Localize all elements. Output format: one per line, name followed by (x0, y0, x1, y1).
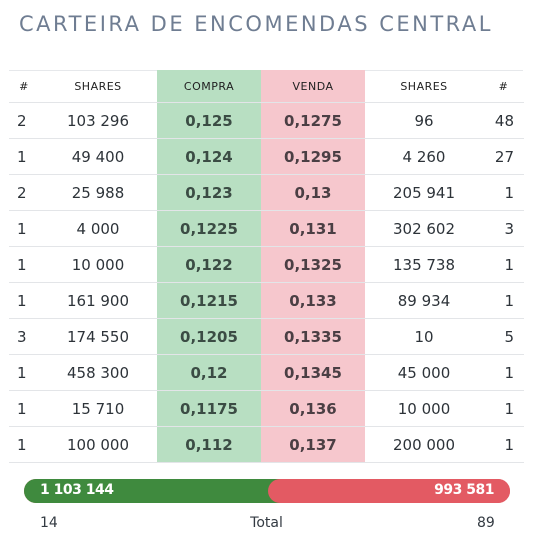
sell-shares-cell: 135 738 (365, 246, 483, 283)
sell-orders-cell: 27 (483, 138, 524, 175)
buy-volume-fill: 1 103 144 (24, 479, 280, 503)
sell-price-cell: 0,1335 (261, 318, 365, 355)
table-row: 1 458 300 0,12 0,1345 45 000 1 (9, 354, 524, 391)
buy-orders-cell: 2 (9, 102, 39, 139)
buy-shares-cell: 25 988 (39, 174, 157, 211)
buy-shares-cell: 458 300 (39, 354, 157, 391)
sell-price-cell: 0,137 (261, 426, 365, 463)
total-label: Total (250, 515, 283, 531)
header-sell-orders: # (483, 70, 524, 103)
sell-orders-cell: 1 (483, 354, 524, 391)
buy-orders-cell: 3 (9, 318, 39, 355)
buy-shares-cell: 10 000 (39, 246, 157, 283)
sell-orders-cell: 5 (483, 318, 524, 355)
sell-shares-cell: 4 260 (365, 138, 483, 175)
sell-orders-cell: 1 (483, 390, 524, 427)
sell-price-cell: 0,133 (261, 282, 365, 319)
header-buy-shares: SHARES (39, 70, 157, 103)
buy-price-cell: 0,1205 (157, 318, 261, 355)
table-row: 1 10 000 0,122 0,1325 135 738 1 (9, 246, 524, 283)
buy-shares-cell: 4 000 (39, 210, 157, 247)
sell-price-cell: 0,1345 (261, 354, 365, 391)
table-row: 1 100 000 0,112 0,137 200 000 1 (9, 426, 524, 463)
table-row: 3 174 550 0,1205 0,1335 10 5 (9, 318, 524, 355)
sell-shares-cell: 45 000 (365, 354, 483, 391)
buy-orders-cell: 1 (9, 246, 39, 283)
buy-orders-cell: 1 (9, 426, 39, 463)
table-header-row: # SHARES COMPRA VENDA SHARES # (9, 70, 524, 103)
buy-price-cell: 0,112 (157, 426, 261, 463)
buy-shares-cell: 49 400 (39, 138, 157, 175)
buy-price-cell: 0,1175 (157, 390, 261, 427)
sell-shares-cell: 302 602 (365, 210, 483, 247)
buy-orders-cell: 1 (9, 282, 39, 319)
sell-shares-cell: 10 000 (365, 390, 483, 427)
sell-shares-cell: 96 (365, 102, 483, 139)
sell-price-cell: 0,131 (261, 210, 365, 247)
sell-price-cell: 0,136 (261, 390, 365, 427)
buy-orders-cell: 1 (9, 210, 39, 247)
buy-shares-cell: 15 710 (39, 390, 157, 427)
sell-volume-total: 993 581 (434, 482, 494, 498)
buy-price-cell: 0,1225 (157, 210, 261, 247)
buy-shares-cell: 100 000 (39, 426, 157, 463)
buy-price-cell: 0,124 (157, 138, 261, 175)
header-sell-shares: SHARES (365, 70, 483, 103)
header-buy-price: COMPRA (157, 70, 261, 103)
table-row: 2 25 988 0,123 0,13 205 941 1 (9, 174, 524, 211)
sell-volume-fill: 993 581 (267, 479, 510, 503)
sell-orders-total: 89 (477, 515, 495, 531)
sell-shares-cell: 89 934 (365, 282, 483, 319)
sell-shares-cell: 205 941 (365, 174, 483, 211)
buy-price-cell: 0,125 (157, 102, 261, 139)
sell-price-cell: 0,1295 (261, 138, 365, 175)
sell-shares-cell: 200 000 (365, 426, 483, 463)
table-row: 1 15 710 0,1175 0,136 10 000 1 (9, 390, 524, 427)
header-buy-orders: # (9, 70, 39, 103)
sell-orders-cell: 1 (483, 426, 524, 463)
sell-orders-cell: 48 (483, 102, 524, 139)
buy-price-cell: 0,122 (157, 246, 261, 283)
sell-orders-cell: 1 (483, 174, 524, 211)
buy-orders-cell: 2 (9, 174, 39, 211)
buy-orders-cell: 1 (9, 354, 39, 391)
sell-shares-cell: 10 (365, 318, 483, 355)
buy-volume-total: 1 103 144 (40, 482, 114, 498)
table-row: 1 161 900 0,1215 0,133 89 934 1 (9, 282, 524, 319)
order-book-table: # SHARES COMPRA VENDA SHARES # 2 103 296 0… (9, 70, 524, 463)
buy-shares-cell: 103 296 (39, 102, 157, 139)
sell-orders-cell: 3 (483, 210, 524, 247)
buy-orders-total: 14 (40, 515, 58, 531)
buy-price-cell: 0,1215 (157, 282, 261, 319)
buy-orders-cell: 1 (9, 138, 39, 175)
table-row: 2 103 296 0,125 0,1275 96 48 (9, 102, 524, 139)
buy-price-cell: 0,123 (157, 174, 261, 211)
buy-shares-cell: 161 900 (39, 282, 157, 319)
header-sell-price: VENDA (261, 70, 365, 103)
sell-price-cell: 0,13 (261, 174, 365, 211)
sell-orders-cell: 1 (483, 246, 524, 283)
sell-price-cell: 0,1275 (261, 102, 365, 139)
buy-shares-cell: 174 550 (39, 318, 157, 355)
table-row: 1 49 400 0,124 0,1295 4 260 27 (9, 138, 524, 175)
page-title: CARTEIRA DE ENCOMENDAS CENTRAL (19, 12, 493, 36)
sell-price-cell: 0,1325 (261, 246, 365, 283)
sell-orders-cell: 1 (483, 282, 524, 319)
buy-price-cell: 0,12 (157, 354, 261, 391)
buy-orders-cell: 1 (9, 390, 39, 427)
volume-balance-bar: 1 103 144 993 581 (24, 479, 510, 503)
